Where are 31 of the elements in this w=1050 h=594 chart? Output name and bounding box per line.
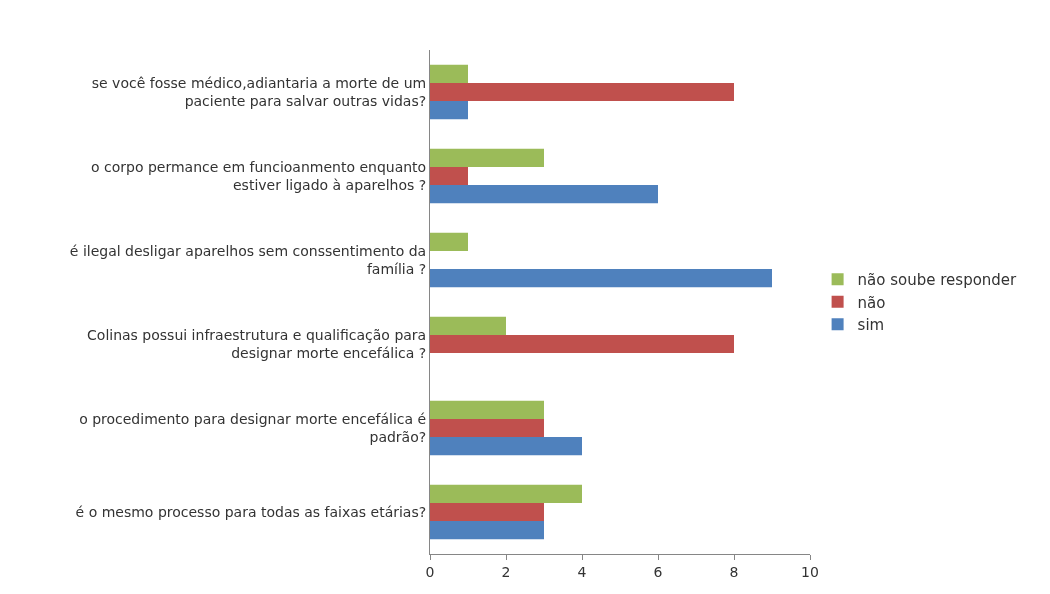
- y-tick-label: o procedimento para designar morte encefálica é padrão?: [79, 410, 427, 445]
- bar: [430, 418, 544, 438]
- bar: [430, 400, 544, 419]
- bar: [430, 64, 468, 83]
- y-tick-label: é o mesmo processo para todas as faixas etárias?: [75, 503, 427, 520]
- x-tick-label: 6: [653, 563, 663, 580]
- bar: [430, 166, 468, 186]
- x-tick-label: 8: [729, 563, 739, 580]
- bar: [430, 101, 468, 120]
- bar: [430, 232, 468, 251]
- legend-label: não: [857, 293, 886, 312]
- legend-label: não soube responder: [857, 271, 1018, 290]
- y-tick-label: é ilegal desligar aparelhos sem conssentimento da família ?: [69, 242, 427, 277]
- bar: [430, 502, 544, 522]
- bar: [430, 334, 734, 354]
- bar: [430, 484, 582, 503]
- x-tick-label: 10: [801, 563, 819, 580]
- y-tick-label: o corpo permance em funcioanmento enquanto estiver ligado à aparelhos ?: [91, 158, 427, 193]
- x-tick-label: 4: [577, 563, 587, 580]
- legend-label: sim: [857, 316, 885, 335]
- y-tick-label: se você fosse médico,adiantaria a morte de um paciente para salvar outras vidas?: [91, 74, 427, 109]
- bar: [430, 437, 582, 456]
- bar: [430, 316, 506, 335]
- bar: [430, 148, 544, 167]
- bar: [430, 185, 658, 204]
- bar: [430, 521, 544, 540]
- y-tick-label: Colinas possui infraestrutura e qualificação para designar morte encefálica ?: [87, 326, 427, 361]
- bar: [430, 82, 734, 102]
- bar: [430, 269, 772, 288]
- x-tick-label: 2: [501, 563, 511, 580]
- x-tick-label: 0: [425, 563, 435, 580]
